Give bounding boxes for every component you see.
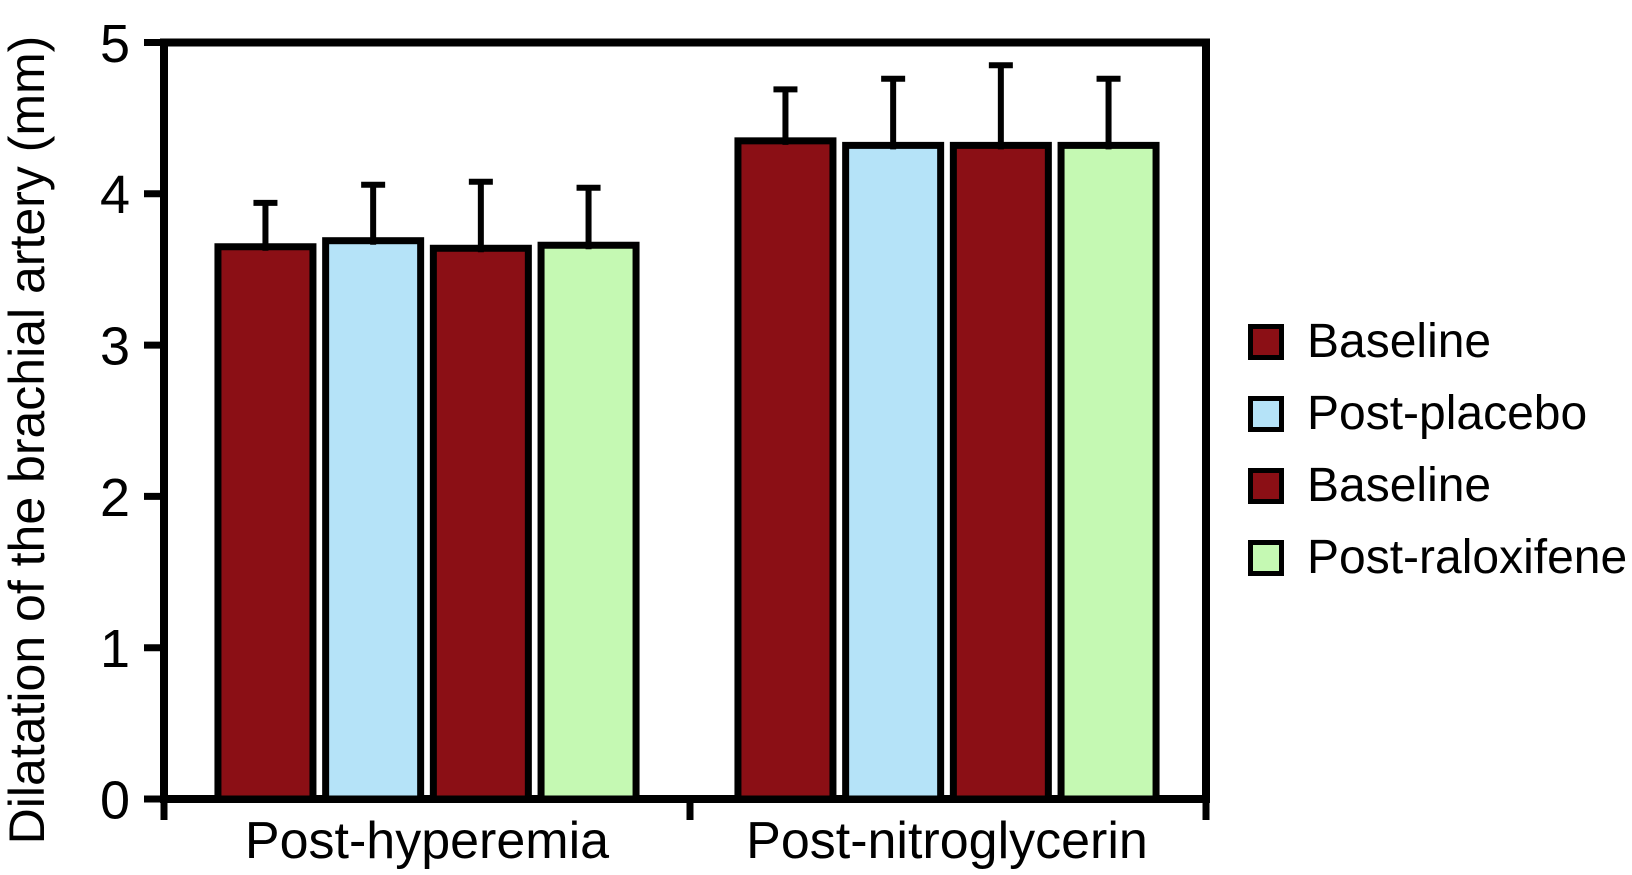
x-axis-category-label: Post-hyperemia (245, 812, 609, 870)
y-axis-tick-label: 5 (100, 14, 130, 74)
chart-legend: Baseline Post-placebo Baseline Post-ralo… (1248, 316, 1627, 584)
legend-label: Baseline (1307, 315, 1492, 368)
bar-post-hyperemia-post-raloxifene (537, 241, 640, 803)
y-axis-label: Dilatation of the brachial artery (mm) (0, 36, 55, 845)
legend-item-post-placebo: Post-placebo (1248, 388, 1627, 440)
bar-post-nitroglycerin-post-raloxifene (1057, 141, 1160, 803)
legend-item-baseline-raloxifene-arm: Baseline (1248, 460, 1627, 512)
y-axis-tick-label: 3 (100, 317, 130, 377)
bar-post-nitroglycerin-baseline (734, 137, 837, 803)
x-axis-category-label: Post-nitroglycerin (746, 812, 1148, 870)
y-axis-tick-label: 0 (100, 770, 130, 830)
legend-item-post-raloxifene: Post-raloxifene (1248, 532, 1627, 584)
legend-label: Post-placebo (1307, 387, 1588, 440)
legend-swatch-post-placebo (1248, 396, 1284, 432)
plot-frame (160, 38, 1210, 803)
bar-post-hyperemia-baseline (214, 243, 317, 803)
legend-item-baseline-placebo-arm: Baseline (1248, 316, 1627, 368)
y-axis-tick-label: 1 (100, 619, 130, 679)
bar-post-hyperemia-post-placebo (322, 237, 425, 803)
bar-post-hyperemia-baseline (429, 244, 532, 803)
legend-swatch-post-raloxifene (1248, 540, 1284, 576)
y-axis-tick-label: 2 (100, 468, 130, 528)
bar-post-nitroglycerin-post-placebo (842, 141, 945, 803)
bar-post-nitroglycerin-baseline (949, 141, 1052, 803)
y-axis-tick-label: 4 (100, 165, 130, 225)
legend-swatch-baseline-1 (1248, 324, 1284, 360)
legend-swatch-baseline-2 (1248, 468, 1284, 504)
legend-label: Post-raloxifene (1307, 531, 1628, 584)
legend-label: Baseline (1307, 459, 1492, 512)
